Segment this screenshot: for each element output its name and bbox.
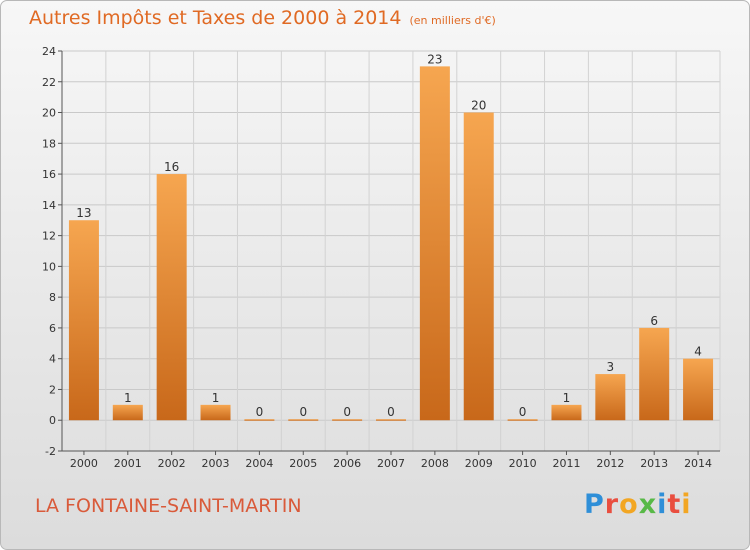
x-tick-label: 2005 bbox=[289, 457, 317, 470]
bar bbox=[419, 66, 450, 421]
y-tick-label: 18 bbox=[42, 137, 56, 150]
proxiti-logo[interactable]: Proxiti bbox=[584, 489, 692, 520]
x-tick-label: 2013 bbox=[640, 457, 668, 470]
bar bbox=[639, 327, 670, 421]
bar bbox=[68, 220, 99, 421]
x-tick-label: 2002 bbox=[158, 457, 186, 470]
x-tick-label: 2000 bbox=[70, 457, 98, 470]
y-tick-label: 16 bbox=[42, 168, 56, 181]
data-label: 1 bbox=[212, 391, 220, 405]
x-tick-label: 2010 bbox=[509, 457, 537, 470]
data-label: 1 bbox=[124, 391, 132, 405]
y-tick-label: 0 bbox=[49, 414, 56, 427]
y-tick-label: 8 bbox=[49, 291, 56, 304]
y-tick-label: 6 bbox=[49, 322, 56, 335]
x-tick-label: 2007 bbox=[377, 457, 405, 470]
data-label: 20 bbox=[471, 99, 486, 113]
y-tick-label: 12 bbox=[42, 230, 56, 243]
logo-letter: i bbox=[681, 489, 692, 520]
data-label: 4 bbox=[694, 345, 702, 359]
bar bbox=[507, 419, 538, 421]
logo-letter: i bbox=[657, 489, 668, 520]
town-name: LA FONTAINE-SAINT-MARTIN bbox=[35, 495, 302, 517]
data-label: 13 bbox=[76, 206, 91, 220]
chart-title-text: Autres Impôts et Taxes de 2000 à 2014 bbox=[29, 7, 402, 29]
data-label: 0 bbox=[256, 405, 264, 419]
data-label: 0 bbox=[343, 405, 351, 419]
data-label: 0 bbox=[519, 405, 527, 419]
logo-letter: x bbox=[638, 489, 658, 520]
logo-letter: o bbox=[619, 489, 639, 520]
y-tick-label: 14 bbox=[42, 199, 56, 212]
y-tick-label: 4 bbox=[49, 353, 56, 366]
data-label: 1 bbox=[563, 391, 571, 405]
bar bbox=[244, 419, 275, 421]
chart-title: Autres Impôts et Taxes de 2000 à 2014 (en… bbox=[29, 7, 496, 29]
data-label: 6 bbox=[650, 314, 658, 328]
y-tick-label: 10 bbox=[42, 260, 56, 273]
bar bbox=[551, 404, 582, 421]
data-label: 16 bbox=[164, 160, 179, 174]
x-tick-label: 2001 bbox=[114, 457, 142, 470]
y-tick-label: 22 bbox=[42, 76, 56, 89]
bar bbox=[463, 112, 494, 421]
y-tick-label: -2 bbox=[45, 445, 56, 458]
bar bbox=[288, 419, 319, 421]
x-tick-label: 2012 bbox=[596, 457, 624, 470]
bar bbox=[332, 419, 363, 421]
bar bbox=[112, 404, 143, 421]
bar bbox=[376, 419, 406, 421]
x-tick-label: 2011 bbox=[552, 457, 580, 470]
bars bbox=[68, 66, 714, 421]
bar bbox=[200, 404, 231, 421]
x-tick-label: 2008 bbox=[421, 457, 449, 470]
bar bbox=[595, 374, 626, 421]
bar bbox=[156, 174, 187, 421]
logo-letter: r bbox=[604, 489, 620, 520]
chart-unit-label: (en milliers d'€) bbox=[409, 14, 496, 27]
y-tick-label: 2 bbox=[49, 383, 56, 396]
y-tick-label: 24 bbox=[42, 45, 56, 58]
x-tick-label: 2006 bbox=[333, 457, 361, 470]
logo-letter: t bbox=[667, 489, 682, 520]
y-tick-label: 20 bbox=[42, 107, 56, 120]
axes bbox=[58, 50, 720, 455]
data-label: 0 bbox=[299, 405, 307, 419]
data-label: 3 bbox=[607, 360, 615, 374]
labels: -202468101214161820222413200012001162002… bbox=[42, 45, 712, 470]
x-tick-label: 2009 bbox=[465, 457, 493, 470]
logo-letter: P bbox=[584, 489, 605, 520]
data-label: 23 bbox=[427, 52, 442, 66]
data-label: 0 bbox=[387, 405, 395, 419]
x-tick-label: 2004 bbox=[245, 457, 273, 470]
x-tick-label: 2003 bbox=[202, 457, 230, 470]
x-tick-label: 2014 bbox=[684, 457, 712, 470]
bar bbox=[683, 358, 714, 421]
